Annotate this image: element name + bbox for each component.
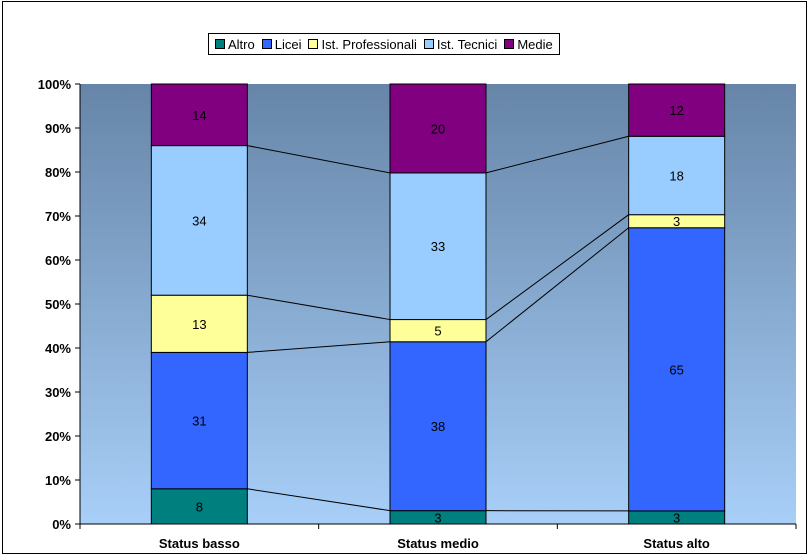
data-label: 3 bbox=[673, 510, 680, 525]
bar-segment-medie bbox=[389, 83, 487, 174]
bar-segment-medie bbox=[628, 83, 726, 137]
series-line bbox=[485, 135, 629, 174]
data-label: 8 bbox=[196, 499, 203, 514]
data-label: 12 bbox=[669, 103, 683, 118]
legend-item: Altro bbox=[215, 37, 255, 52]
series-line bbox=[485, 227, 629, 343]
bar-segment-ist-tecnici bbox=[628, 135, 726, 216]
data-label: 3 bbox=[673, 214, 680, 229]
data-label: 65 bbox=[669, 362, 683, 377]
x-tick-label: Status alto bbox=[643, 536, 710, 551]
bar-segment-ist-professionali bbox=[150, 294, 248, 353]
legend-swatch bbox=[215, 39, 225, 49]
legend-label: Altro bbox=[228, 36, 255, 52]
series-line bbox=[247, 145, 391, 174]
series-line bbox=[247, 341, 391, 353]
legend-swatch bbox=[504, 39, 515, 49]
bar-segment-ist-tecnici bbox=[150, 145, 248, 296]
legend-item: Licei bbox=[261, 36, 302, 52]
legend-swatch bbox=[423, 39, 434, 49]
x-tick-label: Status medio bbox=[397, 536, 479, 551]
y-tick-label: 80% bbox=[45, 165, 71, 180]
series-line bbox=[247, 294, 391, 321]
y-tick-label: 50% bbox=[45, 297, 71, 312]
data-label: 38 bbox=[431, 419, 445, 434]
data-label: 3 bbox=[434, 510, 441, 525]
bar-segment-licei bbox=[150, 351, 248, 490]
legend: Altro Licei Ist. Professionali Ist. Tecnici… bbox=[208, 33, 560, 55]
y-tick-label: 100% bbox=[38, 77, 72, 92]
data-label: 33 bbox=[431, 239, 445, 254]
legend-swatch bbox=[261, 39, 272, 49]
y-tick-label: 70% bbox=[45, 209, 71, 224]
bar-segment-ist-tecnici bbox=[389, 172, 487, 321]
y-tick-label: 90% bbox=[45, 121, 71, 136]
data-label: 14 bbox=[192, 108, 206, 123]
x-tick-label: Status basso bbox=[159, 536, 240, 551]
legend-item: Ist. Tecnici bbox=[423, 36, 498, 52]
y-tick-label: 10% bbox=[45, 473, 71, 488]
data-label: 13 bbox=[192, 317, 206, 332]
bar-segment-medie bbox=[150, 83, 248, 147]
data-label: 18 bbox=[669, 168, 683, 183]
bar-segment-altro bbox=[150, 488, 248, 525]
bar-segment-licei bbox=[628, 227, 726, 512]
legend-label: Ist. Tecnici bbox=[436, 36, 498, 52]
data-label: 31 bbox=[192, 414, 206, 429]
data-label: 5 bbox=[434, 324, 441, 339]
legend-item: Ist. Professionali bbox=[308, 36, 417, 52]
legend-swatch bbox=[308, 39, 319, 49]
legend-label: Medie bbox=[517, 36, 553, 52]
y-tick-label: 40% bbox=[45, 341, 71, 356]
bar-segment-licei bbox=[389, 341, 487, 512]
y-tick-label: 60% bbox=[45, 253, 71, 268]
y-tick-label: 30% bbox=[45, 385, 71, 400]
legend-label: Ist. Professionali bbox=[321, 36, 417, 52]
y-tick-label: 20% bbox=[45, 429, 71, 444]
legend-label: Licei bbox=[274, 36, 302, 52]
series-line bbox=[247, 488, 391, 512]
legend-item: Medie bbox=[504, 36, 553, 52]
series-line bbox=[485, 214, 629, 320]
data-label: 20 bbox=[431, 121, 445, 136]
y-tick-label: 0% bbox=[52, 517, 71, 532]
data-label: 34 bbox=[192, 213, 206, 228]
